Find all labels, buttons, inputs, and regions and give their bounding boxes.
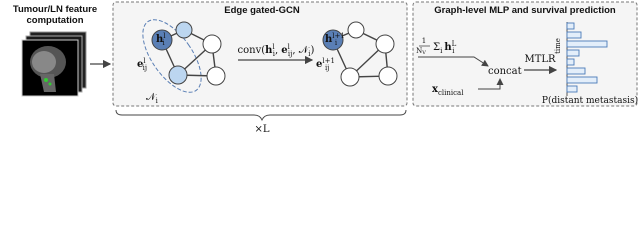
model-label: MTLR (524, 54, 556, 65)
prob-axis-label: P(distant metastasis) (542, 95, 638, 106)
neighbourhood-label: 𝒩i (146, 92, 159, 105)
text-part: e (281, 45, 287, 56)
text-part: i (308, 50, 311, 58)
text-part: e (316, 59, 322, 70)
text-part: 1 (422, 37, 426, 45)
panel-title: Edge gated-GCN (224, 5, 300, 16)
text-part: Σ (433, 42, 440, 53)
clinical-label: xclinical (432, 84, 464, 97)
histogram (566, 22, 608, 96)
text-part: conv( (238, 45, 266, 56)
panel-title: Tumour/LN feature (13, 4, 97, 15)
text-part: i (335, 39, 338, 47)
text-part: h (156, 34, 164, 45)
text-part: l (163, 32, 166, 40)
text-part: , (292, 45, 298, 56)
text-part: ij (143, 64, 147, 72)
node-label: hl+1 i (325, 32, 345, 47)
edge-label: el ij (137, 57, 147, 72)
text-part: l (272, 43, 275, 51)
graph-in (142, 19, 226, 93)
text-part: ij (288, 50, 292, 58)
text-part: , (275, 45, 281, 56)
graph-out (322, 21, 398, 87)
panel-title: computation (27, 15, 84, 26)
ct-volume (21, 31, 87, 97)
text-part: L (452, 40, 457, 48)
text-part: l (143, 57, 146, 65)
arrow (418, 56, 489, 67)
text-part: i (440, 47, 443, 55)
time-axis-label: time (554, 38, 562, 54)
panel-title: Graph-level MLP and survival prediction (434, 5, 616, 16)
diagram: Tumour/LN feature computation Edge gated… (13, 1, 638, 135)
text-part: l+1 (322, 57, 335, 65)
arrow (478, 78, 504, 90)
text-part: ) (311, 45, 315, 56)
text-part: x (432, 84, 439, 95)
text-part: i (452, 47, 455, 55)
text-part: h (444, 42, 452, 53)
text-part: V (421, 50, 426, 56)
node-label: hl i (156, 32, 166, 47)
text-part: clinical (438, 89, 464, 97)
text-part: N (416, 47, 422, 55)
text-part: h (325, 34, 333, 45)
text-part: i (156, 97, 159, 105)
text-part: ij (325, 64, 329, 72)
text-part: 𝒩 (299, 45, 310, 56)
repeat-label: ×L (254, 124, 269, 135)
page: Tumour/LN feature computation Edge gated… (12, 1, 639, 135)
text-part: i (163, 39, 166, 47)
concat-label: concat (488, 66, 522, 77)
text-part: l+1 (332, 32, 345, 40)
text-part: l (288, 43, 291, 51)
conv-label: conv(hl i, el ij, 𝒩i) (238, 43, 315, 58)
text-part: h (265, 45, 273, 56)
mean-formula: 1 NV Σi hL i (416, 37, 456, 56)
text-part: i (273, 50, 276, 58)
edge-label: el+1 ij (316, 57, 335, 72)
repeat-bracket (115, 109, 407, 122)
text-part: 𝒩 (146, 92, 157, 103)
svg-text:NV: NV (416, 47, 426, 56)
text-part: e (137, 59, 143, 70)
